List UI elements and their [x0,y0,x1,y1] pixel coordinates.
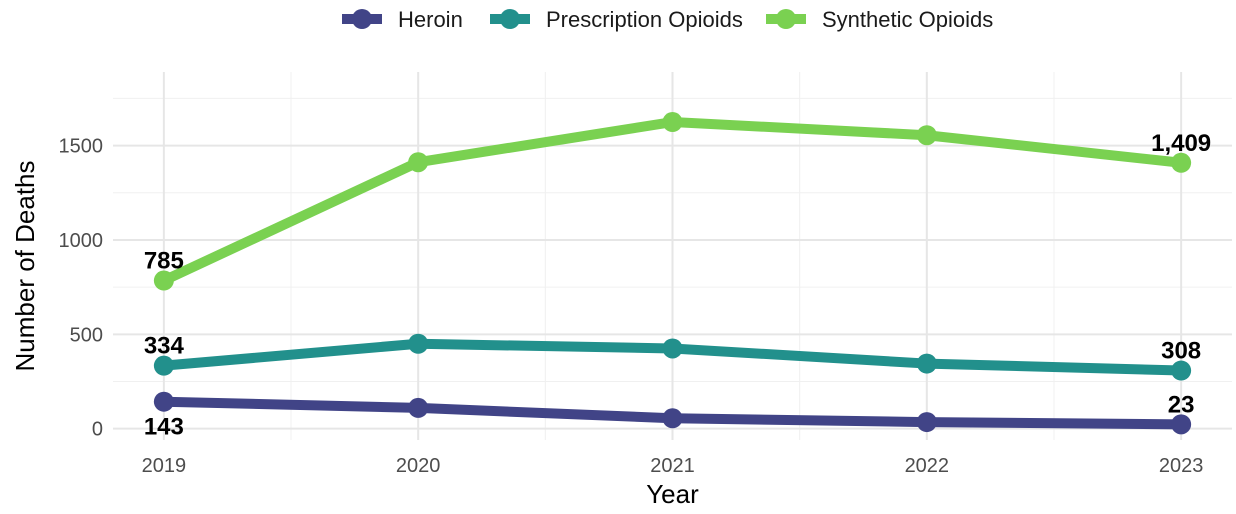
data-point [916,353,937,374]
data-point [408,397,429,418]
y-axis-title: Number of Deaths [10,161,40,372]
legend-key-point [352,9,372,29]
data-label: 143 [144,414,184,441]
data-point [408,152,429,173]
data-point [662,112,683,133]
x-tick-label: 2021 [650,455,695,477]
y-tick-label: 1000 [59,230,104,252]
series-group [153,112,1192,435]
y-axis-ticks: 0 500 1000 1500 [59,136,104,441]
legend-item-2: Synthetic Opioids [766,7,993,32]
legend-label: Heroin [398,7,463,32]
data-point [408,333,429,354]
legend-label: Synthetic Opioids [822,7,993,32]
data-point [916,412,937,433]
data-point [662,408,683,429]
legend-key-point [776,9,796,29]
legend-item-1: Prescription Opioids [490,7,743,32]
data-label: 1,409 [1151,130,1211,157]
data-point [1171,152,1192,173]
data-point [1171,360,1192,381]
data-label: 23 [1168,391,1195,418]
grid [113,72,1232,440]
legend: Heroin Prescription Opioids Synthetic Opio… [342,7,993,32]
x-tick-label: 2019 [142,455,187,477]
y-tick-label: 1500 [59,136,104,158]
data-point [153,270,174,291]
y-tick-label: 500 [70,324,103,346]
x-tick-label: 2022 [905,455,950,477]
x-tick-label: 2023 [1159,455,1204,477]
data-point [153,391,174,412]
data-label: 334 [144,333,185,360]
x-tick-label: 2020 [396,455,441,477]
x-axis-title: Year [646,479,699,509]
data-labels: 143 23 334 308 785 1,409 [144,130,1211,441]
data-point [1171,414,1192,435]
data-point [662,338,683,359]
data-point [916,125,937,146]
data-label: 308 [1161,338,1201,365]
y-tick-label: 0 [92,419,103,441]
data-label: 785 [144,248,184,275]
legend-item-0: Heroin [342,7,463,32]
legend-label: Prescription Opioids [546,7,743,32]
legend-key-point [500,9,520,29]
data-point [153,355,174,376]
x-axis-ticks: 2019 2020 2021 2022 2023 [142,455,1204,477]
